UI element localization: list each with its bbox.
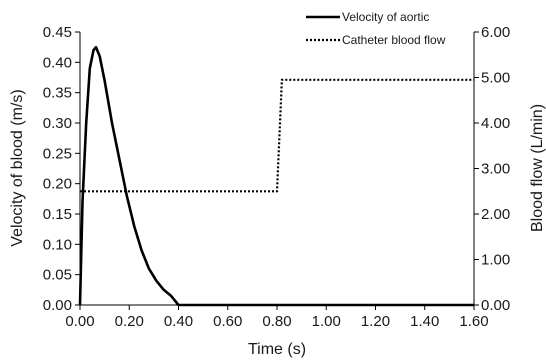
- x-tick-label: 0.60: [213, 313, 242, 330]
- series-line-catheter-blood-flow: [80, 78, 474, 193]
- y-right-tick-label: 5.00: [481, 70, 510, 87]
- y-right-tick-label: 1.00: [481, 252, 510, 269]
- y-right-tick-label: 0.00: [481, 297, 510, 314]
- x-axis-label: Time (s): [248, 341, 306, 358]
- plot-area: [79, 32, 475, 306]
- y-left-tick-label: 0.25: [43, 145, 72, 162]
- y-left-tick-label: 0.40: [43, 54, 72, 71]
- x-tick-label: 0.40: [164, 313, 193, 330]
- y-left-tick-label: 0.00: [43, 297, 72, 314]
- y-left-tick-label: 0.45: [43, 24, 72, 41]
- x-tick-label: 1.00: [312, 313, 341, 330]
- y-left-tick-label: 0.15: [43, 206, 72, 223]
- y-right-tick-label: 6.00: [481, 24, 510, 41]
- y-right-tick-label: 4.00: [481, 115, 510, 132]
- y-right-tick-label: 2.00: [481, 206, 510, 223]
- y-left-tick-label: 0.05: [43, 267, 72, 284]
- x-tick-label: 0.20: [115, 313, 144, 330]
- x-ticks: 0.00 0.20 0.40 0.60 0.80 1.00 1.20 1.40 1.60: [65, 305, 489, 330]
- series-line-velocity-of-aortic: [78, 45, 474, 307]
- x-tick-label: 1.40: [410, 313, 439, 330]
- y-right-tick-label: 3.00: [481, 161, 510, 178]
- legend-label-catheter: Catheter blood flow: [342, 33, 446, 47]
- y-left-tick-label: 0.20: [43, 176, 72, 193]
- series-layer: [78, 45, 474, 307]
- y-right-ticks: 0.00 1.00 2.00 3.00 4.00 5.00 6.00: [474, 24, 510, 314]
- y-left-ticks: 0.00 0.05 0.10 0.15 0.20 0.25 0.30 0.35 0.40 0.45: [43, 24, 80, 314]
- x-tick-label: 1.20: [361, 313, 390, 330]
- legend-label-velocity: Velocity of aortic: [342, 10, 429, 24]
- y-axis-right-label: Blood flow (L/min): [529, 104, 546, 232]
- y-left-tick-label: 0.30: [43, 115, 72, 132]
- y-axis-left-label: Velocity of blood (m/s): [9, 89, 26, 246]
- legend: Velocity of aortic Catheter blood flow: [306, 10, 446, 47]
- x-tick-label: 0.00: [65, 313, 94, 330]
- x-tick-label: 1.60: [459, 313, 488, 330]
- x-tick-label: 0.80: [262, 313, 291, 330]
- y-left-tick-label: 0.35: [43, 85, 72, 102]
- y-left-tick-label: 0.10: [43, 236, 72, 253]
